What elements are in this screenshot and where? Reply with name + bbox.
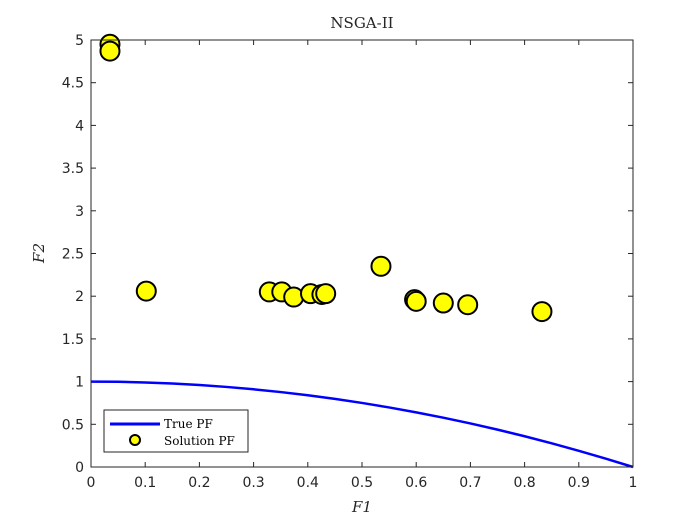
chart-title: NSGA-II xyxy=(330,14,393,32)
x-tick-label: 0.9 xyxy=(568,475,590,491)
true-pf-line xyxy=(90,380,634,469)
y-tick-label: 0.5 xyxy=(62,417,84,433)
solution-pf-point xyxy=(457,294,479,316)
y-ticks: 0 0.5 1 1.5 2 2.5 3 3.5 4 4.5 5 xyxy=(62,33,633,476)
y-axis-label: F2 xyxy=(30,243,48,264)
y-tick-label: 4.5 xyxy=(62,76,84,92)
x-tick-label: 0 xyxy=(87,475,96,491)
y-tick-label: 2.5 xyxy=(62,247,84,263)
x-tick-label: 0.8 xyxy=(513,475,535,491)
solution-pf-point xyxy=(531,301,553,323)
y-tick-label: 0 xyxy=(75,460,84,476)
legend-solution-pf-marker xyxy=(129,434,141,446)
solution-pf-point xyxy=(315,283,337,305)
legend-true-pf-label: True PF xyxy=(164,417,213,431)
x-tick-label: 1 xyxy=(629,475,638,491)
x-tick-label: 0.2 xyxy=(188,475,210,491)
y-tick-label: 3.5 xyxy=(62,161,84,177)
x-tick-label: 0.7 xyxy=(459,475,481,491)
legend[interactable]: True PF Solution PF xyxy=(103,409,249,453)
y-tick-label: 1.5 xyxy=(62,332,84,348)
y-tick-label: 5 xyxy=(75,33,84,49)
solution-pf-point xyxy=(99,40,121,62)
x-tick-label: 0.6 xyxy=(405,475,427,491)
x-tick-label: 0.1 xyxy=(134,475,156,491)
y-tick-label: 1 xyxy=(75,375,84,391)
solution-pf-point xyxy=(370,255,392,277)
x-tick-label: 0.4 xyxy=(297,475,319,491)
y-tick-label: 4 xyxy=(75,118,84,134)
solution-pf-point xyxy=(283,286,305,308)
plot-area xyxy=(91,40,633,467)
legend-box xyxy=(103,409,249,453)
x-tick-label: 0.3 xyxy=(242,475,264,491)
legend-solution-pf-label: Solution PF xyxy=(164,434,235,448)
series-layer xyxy=(90,33,634,469)
solution-pf-point xyxy=(432,292,454,314)
solution-pf-point xyxy=(135,280,157,302)
y-tick-label: 2 xyxy=(75,289,84,305)
x-ticks: 0 0.1 0.2 0.3 0.4 0.5 0.6 0.7 0.8 0.9 1 xyxy=(87,40,638,491)
solution-pf-point xyxy=(405,290,427,312)
x-axis-label: F1 xyxy=(351,498,372,516)
x-tick-label: 0.5 xyxy=(351,475,373,491)
y-tick-label: 3 xyxy=(75,204,84,220)
